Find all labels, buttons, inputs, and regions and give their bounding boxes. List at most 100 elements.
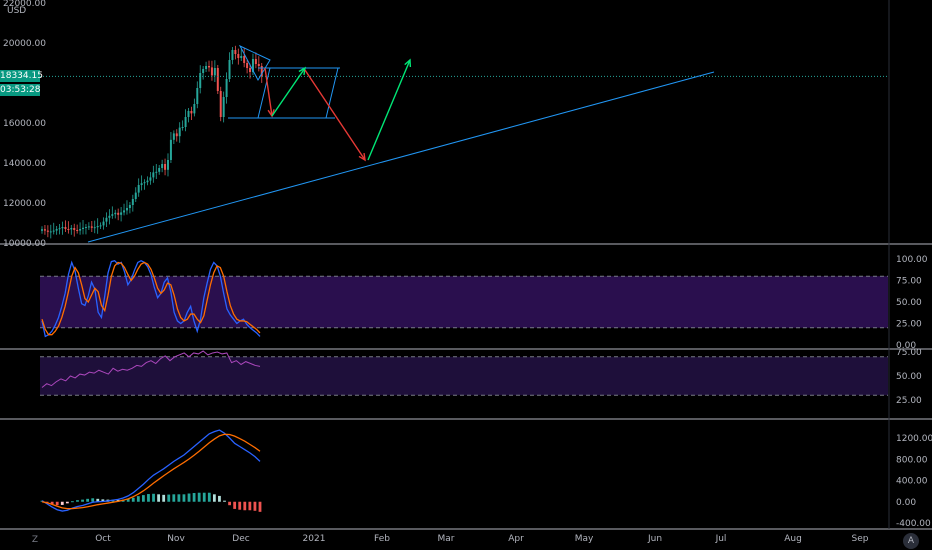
candle-body <box>243 56 246 63</box>
macd-histogram-bar <box>162 494 166 502</box>
macd-histogram-bar <box>126 498 130 502</box>
candle-body <box>178 127 181 137</box>
arrow-up-green <box>271 67 306 117</box>
time-tick-label: Mar <box>438 534 455 544</box>
time-tick-label: Oct <box>95 534 111 544</box>
candle-body <box>257 64 260 66</box>
macd-histogram-bar <box>228 501 231 506</box>
time-tick-label: Jun <box>647 534 662 544</box>
macd-tick-label: -400.00 <box>896 519 931 529</box>
candle-body <box>205 66 208 69</box>
arrow-up-green-head <box>298 66 306 76</box>
candle-body <box>143 182 146 184</box>
candle-body <box>120 212 123 215</box>
macd-histogram-bar <box>238 501 242 510</box>
candle-body <box>225 79 228 97</box>
macd-histogram-bar <box>192 492 196 502</box>
price-tick-label: 12000.00 <box>3 199 46 209</box>
macd-histogram-bar <box>86 498 90 502</box>
candle-body <box>219 91 222 117</box>
candle-body <box>222 97 225 117</box>
stoch-tick-label: 25.00 <box>896 320 922 330</box>
macd-histogram-bar <box>60 501 64 505</box>
candle-body <box>246 63 249 68</box>
price-tick-label: 14000.00 <box>3 159 46 169</box>
candle-body <box>108 215 111 218</box>
candle-body <box>73 228 76 230</box>
arrow-down-red <box>264 67 273 117</box>
flag-left-line <box>257 67 271 119</box>
macd-series-line <box>41 429 261 512</box>
candle-body <box>64 227 67 229</box>
candle-body <box>114 212 117 215</box>
arrow-down-red-2 <box>304 69 366 161</box>
arrow-up-green-2-head <box>404 58 412 68</box>
macd-histogram-bar <box>248 501 252 511</box>
macd-histogram-bar <box>147 494 150 502</box>
arrow-down-red-2-head <box>358 152 366 162</box>
rsi-series-line <box>41 350 261 388</box>
price-tick-label: 10000.00 <box>3 239 46 249</box>
candle-body <box>149 177 152 181</box>
macd-histogram-bar <box>233 501 237 509</box>
candle-body <box>58 228 61 230</box>
macd-tick-label: 1200.00 <box>896 434 932 444</box>
candle-body <box>193 104 196 114</box>
candle-body <box>254 59 257 64</box>
macd-tick-label: 800.00 <box>896 455 928 465</box>
last-price-badge: 18334.15 <box>0 70 43 82</box>
candle-body <box>166 160 169 170</box>
rsi-tick-label: 25.00 <box>896 396 922 406</box>
timezone-button[interactable]: Z <box>31 535 39 545</box>
candle-body <box>169 139 172 160</box>
currency-label: USD <box>7 6 27 16</box>
candle-body <box>70 228 73 230</box>
time-tick-label: Jul <box>715 534 727 544</box>
macd-histogram-bar <box>258 501 262 512</box>
auto-scale-button[interactable]: A <box>903 533 919 549</box>
candle-body <box>43 229 46 231</box>
candle-body <box>128 205 131 208</box>
time-tick-label: Feb <box>374 534 390 544</box>
countdown-badge: 03:53:28 <box>0 84 41 96</box>
candle-body <box>164 164 167 170</box>
candle-body <box>49 231 52 233</box>
candle-body <box>55 229 58 231</box>
macd-histogram-bar <box>223 500 226 502</box>
stoch-tick-label: 100.00 <box>896 255 928 265</box>
candle-body <box>237 54 240 58</box>
candle-body <box>140 183 143 185</box>
macd-histogram-bar <box>187 493 191 502</box>
time-tick-label: Nov <box>167 534 185 544</box>
candle-body <box>117 212 120 215</box>
candle-body <box>184 117 187 127</box>
macd-histogram-bar <box>182 494 186 502</box>
macd-histogram-bar <box>243 501 247 511</box>
stoch-series-line <box>41 261 261 336</box>
flag-right-line <box>325 67 339 119</box>
candle-body <box>93 227 96 229</box>
macd-histogram-bar <box>197 492 201 502</box>
candle-body <box>67 229 70 230</box>
candle-body <box>158 168 161 172</box>
candle-body <box>175 133 178 137</box>
candle-body <box>146 180 149 183</box>
macd-histogram-bar <box>136 496 140 502</box>
price-tick-label: 20000.00 <box>3 39 46 49</box>
candle-body <box>213 68 216 76</box>
candle-body <box>41 229 43 231</box>
macd-histogram-bar <box>167 494 171 502</box>
macd-histogram-bar <box>218 495 221 502</box>
candle-body <box>199 73 202 88</box>
candle-body <box>161 164 164 168</box>
macd-histogram-bar <box>55 501 59 506</box>
candle-body <box>202 69 205 73</box>
macd-series-line <box>41 433 261 510</box>
price-tick-label: 22000.00 <box>3 0 46 9</box>
candle-body <box>216 68 219 91</box>
candle-body <box>123 210 126 213</box>
candle-body <box>105 217 108 222</box>
macd-histogram-bar <box>71 501 74 503</box>
